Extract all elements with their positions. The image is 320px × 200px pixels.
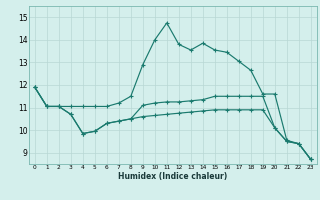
X-axis label: Humidex (Indice chaleur): Humidex (Indice chaleur) [118, 172, 228, 181]
